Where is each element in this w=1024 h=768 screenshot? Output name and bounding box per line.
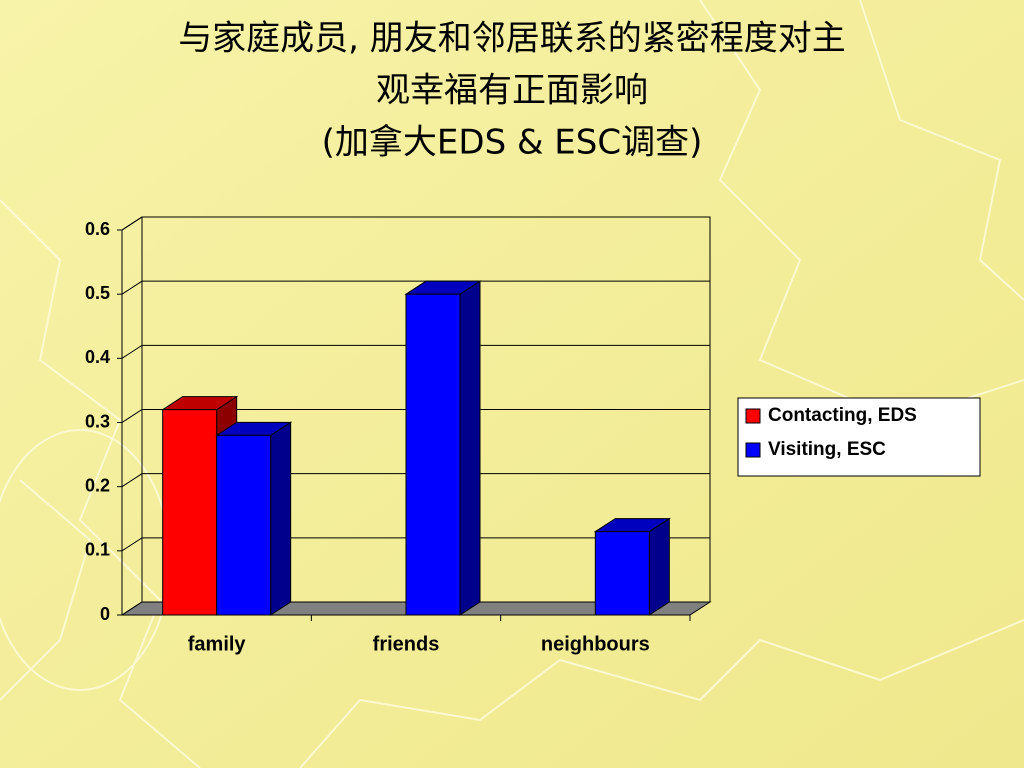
title-line: 观幸福有正面影响: [376, 71, 648, 111]
y-tick-label: 0.4: [85, 347, 110, 367]
y-tick-label: 0.5: [85, 283, 110, 303]
bar-front: [405, 293, 461, 616]
bar: [214, 421, 293, 616]
grid-line: [121, 537, 710, 552]
legend-label: Visiting, ESC: [768, 439, 886, 460]
y-tick-label: 0.3: [85, 411, 110, 431]
bar-front: [216, 434, 272, 616]
bar-side: [648, 517, 670, 616]
x-tick-label: family: [188, 633, 247, 655]
y-tick-label: 0: [100, 604, 110, 624]
bar-front: [594, 531, 650, 616]
bar-side: [270, 421, 292, 616]
title-line: (加拿大EDS & ESC调查): [322, 123, 703, 163]
bar-side: [459, 280, 481, 616]
y-tick-label: 0.2: [85, 475, 110, 495]
bar-front: [162, 409, 218, 616]
grid-line: [121, 280, 710, 295]
x-tick-label: neighbours: [541, 633, 650, 655]
bar: [593, 517, 672, 616]
grid-line: [121, 409, 710, 423]
title-line: 与家庭成员, 朋友和邻居联系的紧密程度对主: [178, 19, 846, 59]
plot: 0 0.1 0.2 0.3 0.4 0.5 0.6 family friends neighbou…: [85, 216, 981, 655]
y-tick-label: 0.1: [85, 540, 110, 560]
grid-line: [121, 473, 710, 488]
y-tick-label: 0.6: [85, 219, 110, 239]
legend-swatch: [745, 442, 761, 458]
legend-box: [737, 397, 981, 477]
grid-line: [121, 216, 710, 231]
x-tick-label: friends: [373, 633, 440, 655]
legend-label: Contacting, EDS: [768, 405, 917, 426]
legend-swatch: [745, 408, 761, 424]
bar: [404, 280, 482, 616]
grid-line: [121, 344, 710, 359]
